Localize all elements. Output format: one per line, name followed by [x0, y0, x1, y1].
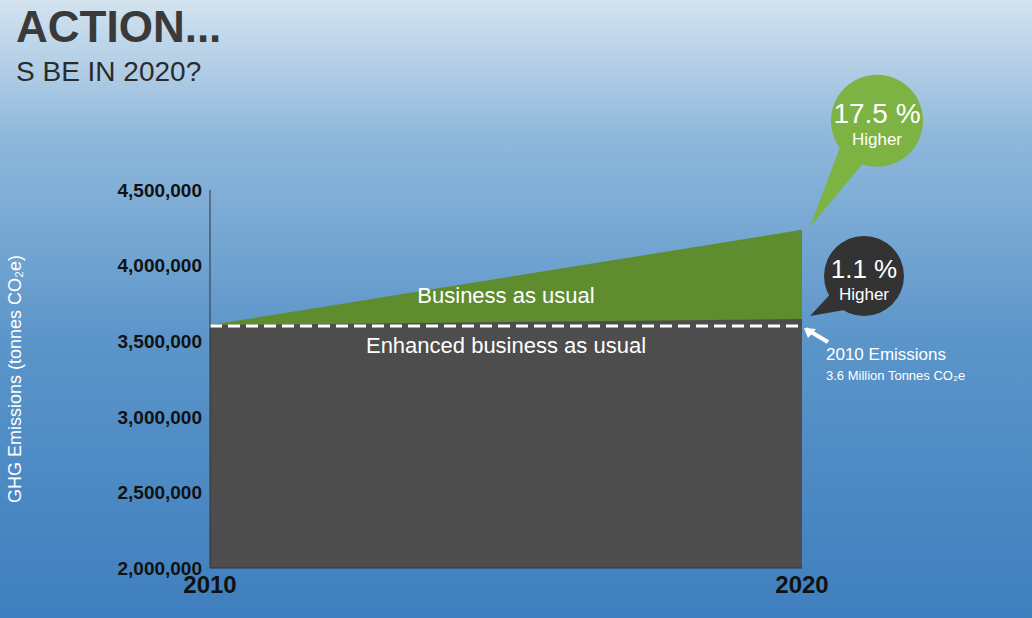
- svg-text:Higher: Higher: [839, 285, 889, 304]
- svg-text:2010 Emissions: 2010 Emissions: [826, 345, 946, 364]
- svg-text:Enhanced business as usual: Enhanced business as usual: [366, 333, 646, 358]
- svg-text:17.5 %: 17.5 %: [833, 98, 920, 129]
- svg-text:2,500,000: 2,500,000: [117, 482, 202, 503]
- svg-text:4,000,000: 4,000,000: [117, 255, 202, 276]
- svg-text:4,500,000: 4,500,000: [117, 180, 202, 201]
- svg-text:2010: 2010: [183, 571, 237, 598]
- svg-text:GHG Emissions (tonnes CO₂e): GHG Emissions (tonnes CO₂e): [5, 255, 25, 503]
- svg-text:Business as usual: Business as usual: [417, 283, 594, 308]
- svg-text:2020: 2020: [775, 571, 828, 598]
- svg-text:Higher: Higher: [852, 130, 902, 149]
- svg-text:3,000,000: 3,000,000: [117, 407, 202, 428]
- svg-text:1.1 %: 1.1 %: [831, 254, 898, 284]
- html-text:S BE IN 2020?: S BE IN 2020?: [16, 56, 202, 87]
- svg-text:2,000,000: 2,000,000: [117, 558, 202, 579]
- html-text:ACTION...: ACTION...: [16, 2, 222, 51]
- svg-text:3,500,000: 3,500,000: [117, 331, 202, 352]
- svg-text:3.6 Million Tonnes CO₂e: 3.6 Million Tonnes CO₂e: [826, 368, 965, 383]
